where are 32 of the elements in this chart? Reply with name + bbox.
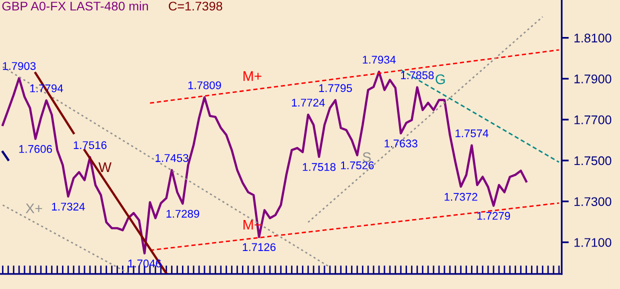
data-label: 1.7574 xyxy=(456,129,488,138)
y-tick-label: 1.7100 xyxy=(574,238,612,247)
series-label: W xyxy=(98,162,112,172)
data-label: 1.7516 xyxy=(74,141,106,150)
data-label: 1.7372 xyxy=(444,192,478,201)
data-label: 1.7809 xyxy=(188,81,221,90)
data-label: 1.7724 xyxy=(292,98,325,106)
data-label: 1.7453 xyxy=(156,154,188,162)
data-label: 1.7126 xyxy=(242,243,276,252)
y-tick-label: 1.7700 xyxy=(574,115,612,124)
y-tick-label: 1.7300 xyxy=(574,197,612,206)
series-label: M+ xyxy=(244,71,262,81)
y-tick-label: 1.7900 xyxy=(574,74,612,84)
data-label: 1.7526 xyxy=(341,161,374,170)
data-label: 1.7324 xyxy=(52,202,85,211)
data-label: 1.7934 xyxy=(362,56,396,64)
series-label: X+ xyxy=(26,204,42,214)
chart-title: GBP A0-FX LAST-480 min xyxy=(2,1,148,11)
series-label: G xyxy=(436,74,445,84)
data-label: 1.7858 xyxy=(401,71,434,80)
chart-subtitle: C=1.7398 xyxy=(168,2,222,11)
data-label: 1.7903 xyxy=(2,62,36,70)
line-series xyxy=(2,70,528,254)
data-label: 1.7606 xyxy=(19,145,52,153)
data-label: 1.7518 xyxy=(302,163,336,171)
y-tick-label: 1.8100 xyxy=(574,34,612,42)
data-label: 1.7795 xyxy=(319,84,352,92)
data-label: 1.7279 xyxy=(477,212,510,220)
series-label: S xyxy=(362,152,371,162)
data-label: 1.7289 xyxy=(166,210,200,218)
y-tick-label: 1.7500 xyxy=(574,156,612,166)
data-label: 1.7633 xyxy=(384,140,418,148)
